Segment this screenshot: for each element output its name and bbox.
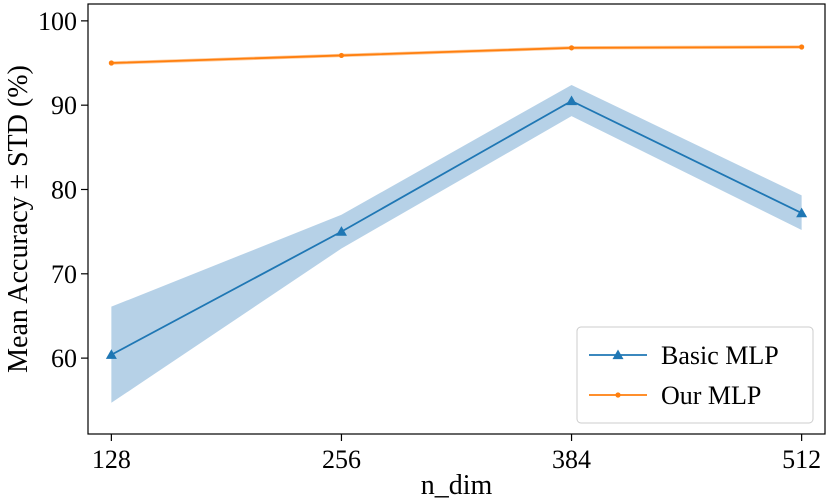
y-tick-label: 70 [51, 260, 77, 289]
y-tick-label: 60 [51, 344, 77, 373]
legend: Basic MLP Our MLP [576, 326, 814, 424]
y-tick-label: 80 [51, 175, 77, 204]
y-tick-label: 90 [51, 91, 77, 120]
y-axis-label: Mean Accuracy ± STD (%) [3, 65, 34, 373]
basic-mlp-point [105, 349, 117, 359]
x-tick-label: 512 [782, 445, 821, 474]
basic-mlp-point [796, 207, 808, 218]
x-tick-label: 384 [552, 445, 591, 474]
series-markers [105, 44, 808, 359]
legend-label-basic-mlp: Basic MLP [661, 341, 779, 370]
our-mlp-line [111, 46, 802, 64]
y-axis-ticks: 60 70 80 90 100 [38, 7, 88, 373]
basic-mlp-point [335, 226, 347, 236]
our-mlp-point [568, 45, 575, 51]
legend-label-our-mlp: Our MLP [661, 381, 761, 410]
our-mlp-point [338, 52, 345, 59]
basic-mlp-line [110, 99, 803, 356]
x-axis-ticks: 128 256 384 512 [92, 434, 821, 474]
x-tick-label: 128 [92, 445, 131, 474]
basic-mlp-point [566, 95, 578, 106]
legend-box [576, 326, 814, 424]
our-mlp-point [108, 60, 114, 66]
y-tick-label: 100 [38, 7, 77, 36]
our-mlp-point [799, 44, 805, 50]
legend-marker-basic-mlp [612, 349, 624, 360]
x-tick-label: 256 [322, 445, 361, 474]
series-lines [110, 46, 803, 356]
legend-marker-our-mlp [615, 392, 621, 398]
x-axis-label: n_dim [421, 470, 493, 498]
plot-frame [87, 3, 826, 435]
